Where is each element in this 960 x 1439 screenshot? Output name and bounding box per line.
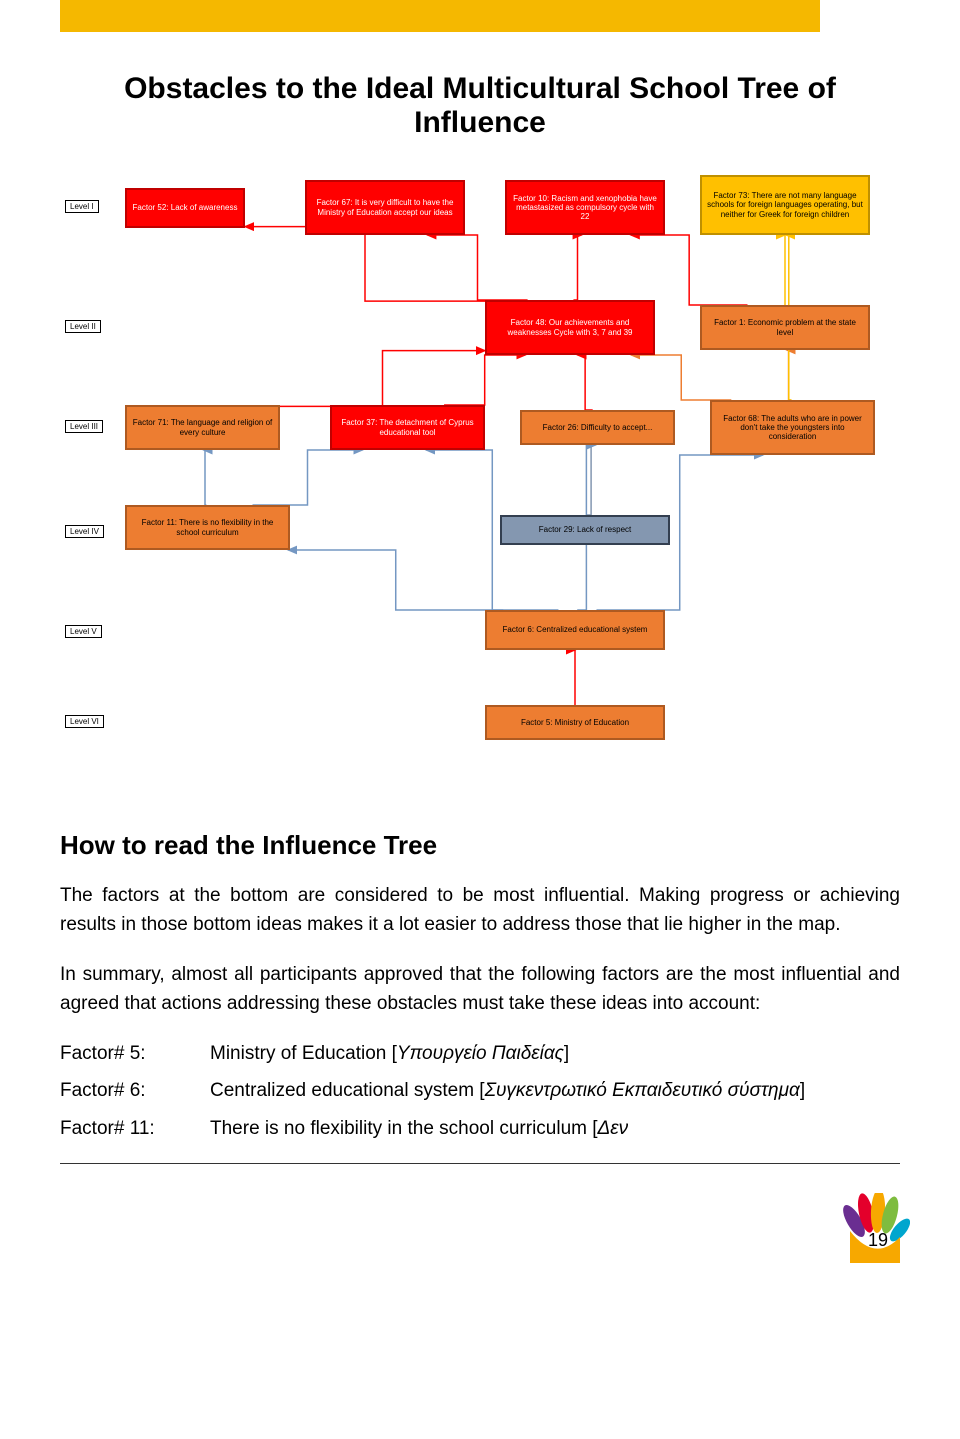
diagram-node: Factor 52: Lack of awareness bbox=[125, 188, 245, 228]
factor-label: Factor# 6: bbox=[60, 1076, 210, 1105]
factor-row: Factor# 6:Centralized educational system… bbox=[60, 1076, 900, 1105]
factor-label: Factor# 11: bbox=[60, 1114, 210, 1143]
level-label: Level I bbox=[65, 200, 99, 213]
page-title: Obstacles to the Ideal Multicultural Sch… bbox=[60, 72, 900, 140]
influence-tree-diagram: Level I Level II Level III Level IV Level V L… bbox=[60, 170, 900, 790]
diagram-node: Factor 11: There is no flexibility in th… bbox=[125, 505, 290, 550]
level-label: Level VI bbox=[65, 715, 104, 728]
diagram-node: Factor 48: Our achievements and weakness… bbox=[485, 300, 655, 355]
diagram-node: Factor 10: Racism and xenophobia have me… bbox=[505, 180, 665, 235]
diagram-node: Factor 29: Lack of respect bbox=[500, 515, 670, 545]
header-accent-bar bbox=[60, 0, 820, 32]
factor-row: Factor# 5:Ministry of Education [Υπουργε… bbox=[60, 1039, 900, 1068]
level-label: Level II bbox=[65, 320, 101, 333]
factor-description: Centralized educational system [Συγκεντρ… bbox=[210, 1076, 900, 1105]
factor-row: Factor# 11:There is no flexibility in th… bbox=[60, 1114, 900, 1143]
factor-description: There is no flexibility in the school cu… bbox=[210, 1114, 900, 1143]
factor-description: Ministry of Education [Υπουργείο Παιδεία… bbox=[210, 1039, 900, 1068]
diagram-node: Factor 71: The language and religion of … bbox=[125, 405, 280, 450]
diagram-node: Factor 6: Centralized educational system bbox=[485, 610, 665, 650]
diagram-node: Factor 68: The adults who are in power d… bbox=[710, 400, 875, 455]
factors-list: Factor# 5:Ministry of Education [Υπουργε… bbox=[60, 1039, 900, 1143]
footer: 19 bbox=[0, 1163, 960, 1263]
footer-rule bbox=[60, 1163, 900, 1164]
paragraph-1: The factors at the bottom are considered… bbox=[60, 881, 900, 940]
diagram-node: Factor 1: Economic problem at the state … bbox=[700, 305, 870, 350]
level-label: Level V bbox=[65, 625, 102, 638]
diagram-node: Factor 37: The detachment of Cyprus educ… bbox=[330, 405, 485, 450]
level-label: Level III bbox=[65, 420, 103, 433]
diagram-node: Factor 26: Difficulty to accept... bbox=[520, 410, 675, 445]
diagram-node: Factor 67: It is very difficult to have … bbox=[305, 180, 465, 235]
page-content: Obstacles to the Ideal Multicultural Sch… bbox=[0, 32, 960, 1143]
section-heading: How to read the Influence Tree bbox=[60, 830, 900, 861]
diagram-node: Factor 73: There are not many language s… bbox=[700, 175, 870, 235]
hand-icon bbox=[840, 1193, 910, 1263]
page-number: 19 bbox=[868, 1230, 888, 1251]
factor-label: Factor# 5: bbox=[60, 1039, 210, 1068]
diagram-node: Factor 5: Ministry of Education bbox=[485, 705, 665, 740]
paragraph-2: In summary, almost all participants appr… bbox=[60, 960, 900, 1019]
level-label: Level IV bbox=[65, 525, 104, 538]
